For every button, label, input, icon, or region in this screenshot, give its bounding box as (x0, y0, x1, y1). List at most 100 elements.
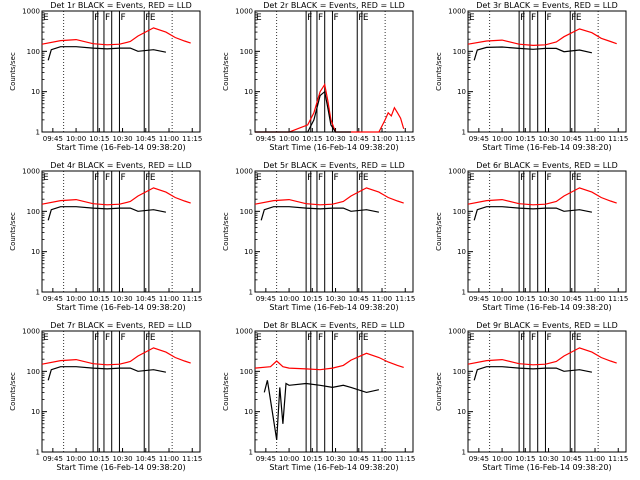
x-tick-label: 10:00 (492, 295, 512, 303)
lld-series-line (254, 352, 404, 371)
x-tick-label: 10:15 (515, 295, 535, 303)
flag-label: E (43, 13, 49, 23)
lld-series-line (467, 187, 617, 206)
panel-title: Det 3r BLACK = Events, RED = LLD (476, 1, 618, 10)
y-tick-label: 100 (27, 368, 40, 376)
x-tick-label: 11:15 (395, 295, 415, 303)
plot-frame (254, 330, 414, 453)
y-tick-label: 10 (457, 408, 466, 416)
lld-series-line (41, 347, 191, 366)
x-tick-label: 11:00 (372, 135, 392, 143)
x-tick-label: 10:15 (302, 455, 322, 463)
flag-label: F (105, 13, 110, 23)
lld-series-line (254, 187, 404, 206)
flag-label: F (531, 173, 536, 183)
flag-label: F (120, 13, 125, 23)
y-axis-label: Counts/sec (222, 52, 230, 91)
y-tick-label: 1 (462, 289, 466, 297)
flag-label: E (150, 173, 156, 183)
flag-label: E (363, 13, 369, 23)
events-series-line (473, 46, 593, 61)
x-tick-label: 09:45 (469, 135, 489, 143)
x-tick-label: 10:30 (538, 295, 558, 303)
x-tick-label: 10:30 (538, 455, 558, 463)
x-axis-label: Start Time (16-Feb-14 09:38:20) (482, 143, 611, 152)
x-tick-label: 11:15 (395, 135, 415, 143)
y-tick-label: 100 (453, 208, 466, 216)
flag-label: F (358, 13, 363, 23)
flag-label: E (469, 13, 475, 23)
x-tick-label: 11:15 (182, 295, 202, 303)
flag-label: F (571, 13, 576, 23)
y-tick-label: 100 (453, 368, 466, 376)
x-tick-label: 09:45 (43, 455, 63, 463)
flag-label: E (576, 173, 582, 183)
panel-title: Det 9r BLACK = Events, RED = LLD (476, 321, 618, 330)
x-axis-label: Start Time (16-Feb-14 09:38:20) (56, 303, 185, 312)
y-axis-label: Counts/sec (435, 52, 443, 91)
y-axis-label: Counts/sec (435, 212, 443, 251)
x-tick-label: 10:30 (112, 135, 132, 143)
flag-label: F (318, 173, 323, 183)
plot-frame (41, 170, 201, 293)
lld-series-line (41, 187, 191, 206)
x-axis-label: Start Time (16-Feb-14 09:38:20) (269, 303, 398, 312)
y-tick-label: 10 (31, 408, 40, 416)
flag-label: E (363, 333, 369, 343)
flag-label: F (94, 13, 99, 23)
x-tick-label: 10:30 (112, 455, 132, 463)
x-tick-label: 11:00 (372, 295, 392, 303)
y-tick-label: 100 (27, 208, 40, 216)
plot-frame (254, 170, 414, 293)
y-axis-label: Counts/sec (222, 372, 230, 411)
flag-label: E (469, 173, 475, 183)
x-axis-label: Start Time (16-Feb-14 09:38:20) (482, 463, 611, 472)
x-tick-label: 09:45 (43, 295, 63, 303)
flag-label: E (256, 173, 262, 183)
flag-label: F (546, 13, 551, 23)
x-tick-label: 10:15 (302, 135, 322, 143)
flag-label: F (333, 333, 338, 343)
y-tick-label: 1 (462, 449, 466, 457)
x-tick-label: 10:45 (349, 295, 369, 303)
y-tick-label: 10 (31, 248, 40, 256)
flag-label: F (333, 173, 338, 183)
y-tick-label: 1 (249, 449, 253, 457)
flag-label: F (546, 333, 551, 343)
flag-label: E (256, 333, 262, 343)
plot-frame (467, 10, 627, 133)
y-tick-label: 100 (453, 48, 466, 56)
lld-series-line (467, 347, 617, 366)
x-tick-label: 10:45 (136, 295, 156, 303)
x-tick-label: 11:15 (608, 135, 628, 143)
x-tick-label: 11:15 (608, 295, 628, 303)
flag-label: F (571, 173, 576, 183)
flag-label: F (105, 333, 110, 343)
y-tick-label: 10 (457, 248, 466, 256)
x-tick-label: 11:15 (395, 455, 415, 463)
flag-label: E (256, 13, 262, 23)
x-tick-label: 10:45 (562, 135, 582, 143)
x-tick-label: 10:30 (325, 295, 345, 303)
x-tick-label: 10:45 (136, 135, 156, 143)
panel-title: Det 1r BLACK = Events, RED = LLD (50, 1, 192, 10)
flag-label: F (520, 173, 525, 183)
y-tick-label: 1 (36, 449, 40, 457)
flag-label: F (307, 173, 312, 183)
y-tick-label: 1000 (235, 8, 253, 16)
x-tick-label: 11:00 (585, 135, 605, 143)
x-tick-label: 09:45 (469, 455, 489, 463)
x-tick-label: 11:15 (182, 135, 202, 143)
y-tick-label: 1000 (22, 328, 40, 336)
x-axis-label: Start Time (16-Feb-14 09:38:20) (56, 143, 185, 152)
flag-label: F (531, 333, 536, 343)
x-tick-label: 11:00 (159, 295, 179, 303)
flag-label: E (150, 13, 156, 23)
x-tick-label: 10:45 (349, 135, 369, 143)
x-tick-label: 10:15 (302, 295, 322, 303)
x-tick-label: 10:00 (279, 135, 299, 143)
